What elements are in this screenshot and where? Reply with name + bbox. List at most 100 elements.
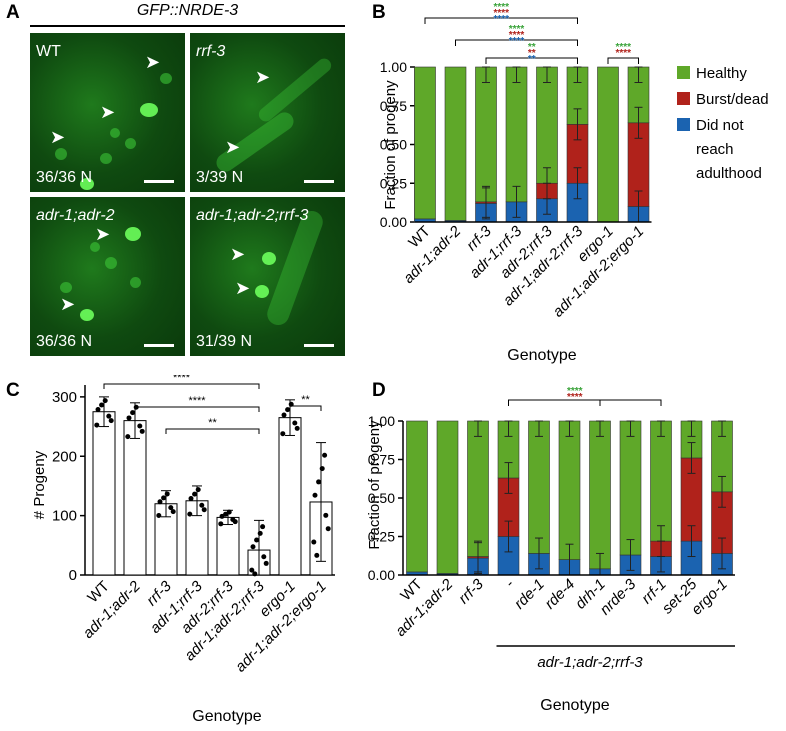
data-point [285, 407, 291, 413]
bar [123, 420, 147, 576]
data-point [106, 413, 112, 419]
scale-bar [304, 180, 334, 183]
bar-segment [558, 420, 581, 560]
bar-segment [536, 66, 558, 184]
bar-segment [414, 66, 436, 220]
x-tick-label: nrde-3 [597, 575, 640, 618]
data-point [99, 402, 105, 408]
data-point [139, 428, 145, 434]
bar-segment [619, 420, 642, 556]
panel-label-a: A [6, 2, 20, 23]
significance-stars: **** [567, 392, 583, 403]
data-point [226, 509, 232, 515]
data-point [187, 511, 193, 517]
y-tick-label: 100 [52, 508, 77, 525]
significance-bracket [485, 57, 578, 64]
scale-bar [304, 344, 334, 347]
data-point [219, 513, 225, 519]
data-point [311, 539, 317, 545]
significance-stars: **** [615, 48, 631, 59]
data-point [319, 466, 325, 472]
bar-segment [528, 420, 550, 554]
data-point [137, 423, 143, 429]
header-rule [30, 25, 345, 27]
bar-segment [406, 420, 428, 573]
data-point [199, 502, 205, 508]
significance-stars: **** [615, 42, 631, 53]
data-point [157, 499, 163, 505]
arrowhead-icon: ➤ [95, 224, 111, 244]
significance-stars: **** [493, 8, 509, 19]
x-tick-label: rde-1 [511, 576, 548, 613]
x-axis-label: Genotype [507, 347, 576, 364]
y-axis-label: Fraction of progeny [366, 420, 383, 550]
arrowhead-icon: ➤ [255, 67, 271, 87]
micrograph-header: GFP::NRDE-3 [136, 2, 239, 19]
significance-stars: **** [493, 2, 509, 13]
scale-bar [144, 344, 174, 347]
y-tick-label: 1.00 [368, 413, 395, 429]
arrowhead-icon: ➤ [235, 278, 251, 298]
x-axis-label: Genotype [192, 708, 261, 725]
significance-bracket [165, 428, 260, 434]
data-point [249, 567, 255, 573]
significance-stars: **** [509, 36, 525, 47]
data-point [250, 544, 256, 550]
data-point [102, 398, 108, 404]
data-point [280, 431, 286, 437]
significance-bracket [599, 399, 662, 406]
micrograph-adr-1-adr-2-rrf-3: ➤ ➤ adr-1;adr-2;rrf-3 31/39 N [190, 197, 345, 356]
significance-bracket [103, 383, 260, 389]
data-point [254, 537, 260, 543]
y-axis-label: Fraction of progeny [382, 80, 399, 210]
data-point [257, 530, 263, 536]
y-tick-label: 0.50 [380, 137, 407, 153]
significance-stars: **** [173, 375, 191, 384]
significance-stars: **** [567, 386, 583, 397]
arrowhead-icon: ➤ [60, 294, 76, 314]
bar-segment [475, 66, 497, 203]
data-point [323, 512, 329, 518]
tile-genotype: adr-1;adr-2 [36, 207, 115, 224]
data-point [316, 479, 322, 485]
x-tick-label: rde-4 [542, 576, 579, 613]
bar-segment [650, 420, 672, 542]
data-point [281, 412, 287, 418]
panel-label-c: C [6, 380, 20, 401]
legend-swatch [677, 118, 690, 131]
arrowhead-icon: ➤ [50, 127, 66, 147]
micrograph-rrf-3: ➤ ➤ rrf-3 3/39 N [190, 33, 345, 192]
y-tick-label: 0.50 [368, 490, 395, 506]
bar-chart-c: # Progeny Genotype 0100200300WTadr-1;adr… [31, 375, 335, 725]
micrograph-adr-1-adr-2: ➤ ➤ adr-1;adr-2 36/36 N [30, 197, 185, 356]
data-point [260, 524, 266, 530]
y-tick-label: 0.25 [368, 529, 395, 545]
data-point [314, 552, 320, 558]
tile-count: 36/36 N [36, 169, 93, 186]
significance-stars: **** [188, 395, 206, 407]
data-point [161, 495, 167, 501]
x-tick-label: adr-1;adr-2 [80, 577, 145, 642]
y-tick-label: 0.00 [380, 214, 407, 230]
tile-genotype: WT [36, 43, 61, 60]
tile-genotype: rrf-3 [196, 43, 226, 60]
data-point [170, 509, 176, 515]
legend-label: Did not reach adulthood [696, 117, 762, 182]
data-point [223, 511, 229, 517]
bar-segment [589, 420, 611, 570]
arrowhead-icon: ➤ [145, 52, 161, 72]
data-point [95, 406, 101, 412]
y-tick-label: 0.75 [380, 98, 407, 114]
data-point [192, 491, 198, 497]
scale-bar [144, 180, 174, 183]
data-point [232, 519, 238, 525]
data-point [125, 434, 131, 440]
tile-count: 3/39 N [196, 169, 244, 186]
significance-bracket [607, 57, 639, 64]
y-tick-label: 300 [52, 389, 77, 406]
panel-label-b: B [372, 2, 386, 23]
data-point [218, 521, 224, 527]
arrowhead-icon: ➤ [230, 244, 246, 264]
group-label: adr-1;adr-2;rrf-3 [537, 654, 643, 671]
significance-stars: **** [493, 14, 509, 25]
